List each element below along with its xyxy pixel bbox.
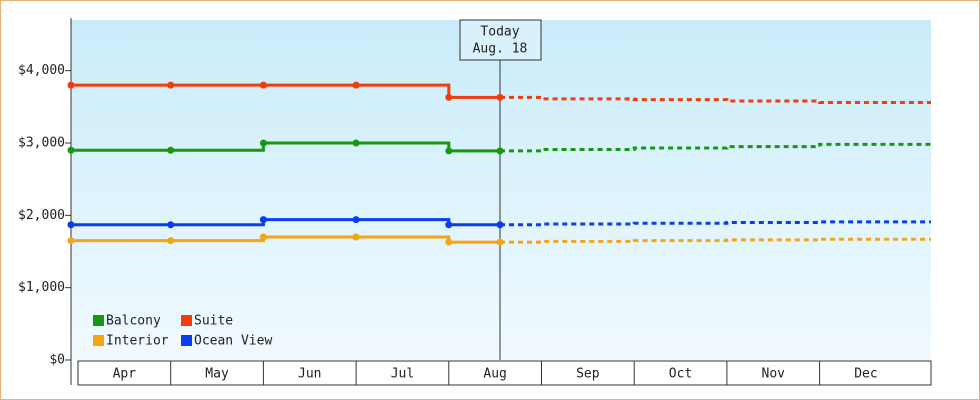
x-tick-label: Jul [391, 367, 414, 382]
x-tick-label: Oct [669, 367, 692, 382]
actual-line [71, 218, 500, 227]
legend-label: Ocean View [194, 334, 272, 349]
today-date: Aug. 18 [473, 42, 528, 57]
today-label: Today [480, 25, 519, 40]
x-tick-label: May [205, 367, 229, 382]
forecast-line [500, 142, 931, 153]
x-tick-label: Jun [298, 367, 321, 382]
legend-label: Interior [106, 334, 169, 349]
legend-swatch [93, 335, 104, 346]
legend-swatch [181, 335, 192, 346]
y-tick-label: $4,000 [18, 63, 65, 78]
legend-label: Balcony [106, 314, 161, 329]
today-box [459, 19, 542, 61]
x-axis-band [77, 360, 932, 386]
actual-line [71, 83, 500, 99]
y-tick-label: $1,000 [18, 280, 65, 295]
legend-label: Suite [194, 314, 233, 329]
actual-line [71, 235, 500, 244]
legend-swatch [181, 315, 192, 326]
x-tick-label: Dec [854, 367, 877, 382]
y-tick-label: $2,000 [18, 208, 65, 223]
plot-area [71, 20, 931, 360]
y-tick-label: $3,000 [18, 135, 65, 150]
forecast-line [500, 220, 931, 227]
forecast-line [500, 95, 931, 104]
x-tick-label: Sep [576, 367, 600, 382]
legend-swatch [93, 315, 104, 326]
y-tick-label: $0 [49, 353, 65, 368]
x-tick-label: Nov [762, 367, 786, 382]
forecast-line [500, 237, 931, 244]
x-tick-label: Apr [113, 367, 137, 382]
actual-line [71, 141, 500, 153]
x-tick-label: Aug [483, 367, 506, 382]
